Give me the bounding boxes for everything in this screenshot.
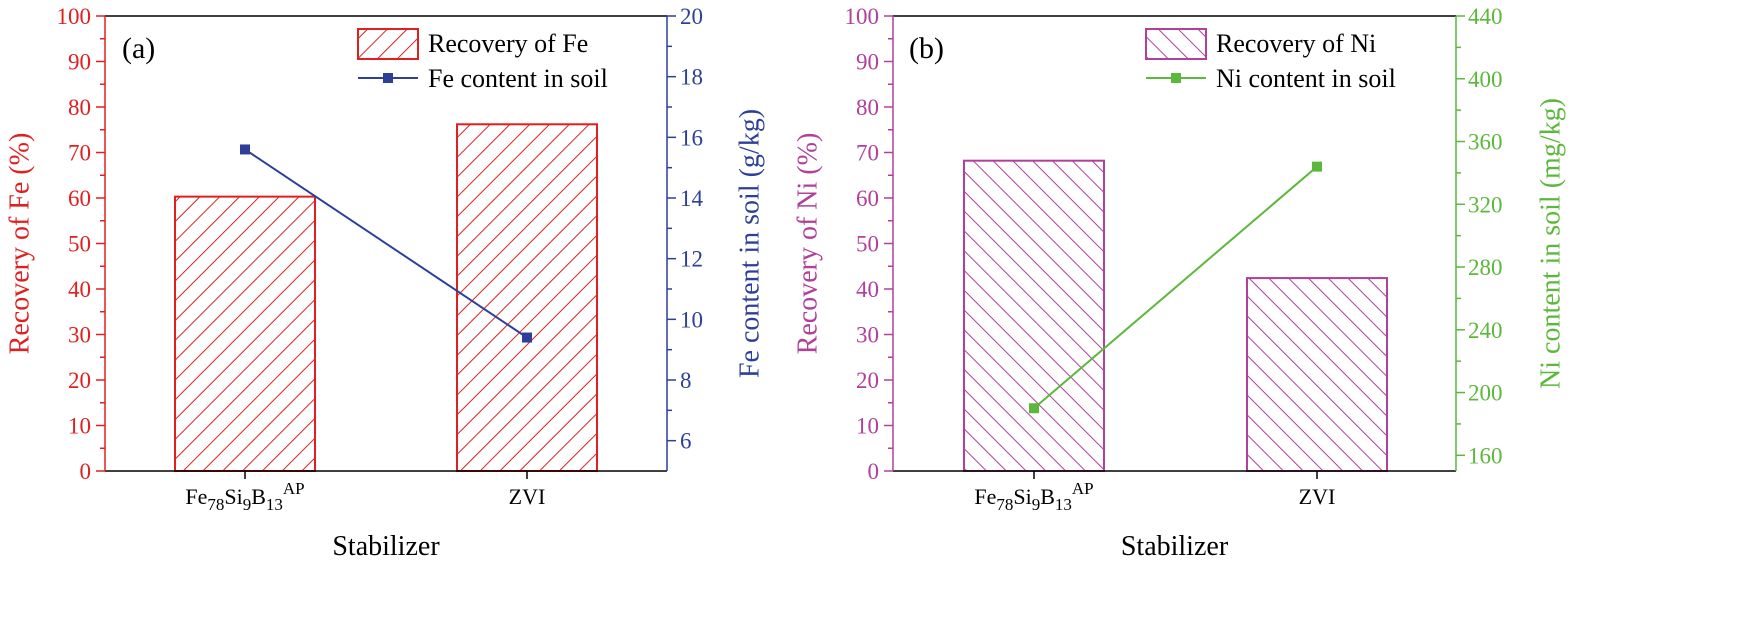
legend-line-label: Ni content in soil xyxy=(1216,64,1396,93)
x-tick-label-part: Si xyxy=(224,484,242,509)
panel-b-chart: 0 10 20 30 40 50 60 70 80 90 100 160 200 240 280 320 360… xyxy=(792,4,1566,562)
legend-bar-swatch xyxy=(357,28,419,60)
x-tick-label-part: Fe xyxy=(185,484,207,509)
right-tick-label: 18 xyxy=(680,65,703,90)
bar-1 xyxy=(174,195,316,472)
right-tick-label: 400 xyxy=(1468,67,1503,92)
left-tick-label: 50 xyxy=(68,232,91,257)
legend-bar-swatch xyxy=(1145,28,1207,60)
left-tick-label: 90 xyxy=(856,50,879,75)
left-tick-label: 100 xyxy=(57,4,92,29)
right-tick-label: 16 xyxy=(680,125,703,150)
x-tick-label-part: ZVI xyxy=(1299,484,1336,509)
legend-line-label: Fe content in soil xyxy=(428,64,608,93)
line-point-2 xyxy=(522,332,532,343)
x-axis-title: Stabilizer xyxy=(1121,531,1229,562)
panel-a-chart: 0 10 20 30 40 50 60 70 80 90 100 6 8 10 12 14 16 18 20 Fe78… xyxy=(4,4,765,562)
right-tick-label: 14 xyxy=(680,186,704,211)
legend-bar-label: Recovery of Ni xyxy=(1216,29,1376,58)
left-tick-label: 60 xyxy=(856,186,879,211)
left-tick-label: 10 xyxy=(856,414,879,439)
left-tick-label: 20 xyxy=(856,368,879,393)
line-point-1 xyxy=(1029,403,1039,414)
left-tick-label: 70 xyxy=(68,141,91,166)
left-tick-label: 80 xyxy=(68,95,91,120)
line-point-2 xyxy=(1312,161,1322,172)
left-tick-label: 30 xyxy=(68,323,91,348)
line-series xyxy=(1033,165,1318,410)
left-tick-label: 80 xyxy=(856,95,879,120)
right-tick-label: 12 xyxy=(680,247,703,272)
left-axis-title: Recovery of Ni (%) xyxy=(792,133,823,355)
right-tick-label: 160 xyxy=(1468,443,1503,468)
bar-2 xyxy=(1246,277,1388,472)
x-tick-label: ZVI xyxy=(509,484,546,509)
right-tick-label: 200 xyxy=(1468,381,1503,406)
right-tick-label: 280 xyxy=(1468,255,1503,280)
right-tick-label: 240 xyxy=(1468,318,1503,343)
x-tick-label-part: B xyxy=(1040,484,1055,509)
right-tick-label: 10 xyxy=(680,307,703,332)
x-tick-label-part: 9 xyxy=(1032,495,1041,514)
left-tick-label: 60 xyxy=(68,186,91,211)
legend-bar-label: Recovery of Fe xyxy=(428,29,588,58)
left-tick-label: 40 xyxy=(856,277,879,302)
legend-line-marker xyxy=(383,73,393,83)
x-tick-label: Fe78Si9B13AP xyxy=(974,479,1093,514)
x-tick-label-part: B xyxy=(251,484,266,509)
x-tick-label-part: 78 xyxy=(996,495,1013,514)
right-tick-label: 8 xyxy=(680,368,692,393)
right-axis-title: Ni content in soil (mg/kg) xyxy=(1535,98,1566,389)
right-tick-label: 360 xyxy=(1468,130,1503,155)
left-tick-label: 0 xyxy=(868,459,880,484)
x-tick-label: ZVI xyxy=(1299,484,1336,509)
x-tick-label-part: ZVI xyxy=(509,484,546,509)
left-tick-label: 90 xyxy=(68,50,91,75)
line-series xyxy=(244,148,528,339)
left-axis-title: Recovery of Fe (%) xyxy=(4,133,35,355)
legend-line-marker xyxy=(1171,73,1181,83)
left-tick-label: 40 xyxy=(68,277,91,302)
right-tick-label: 440 xyxy=(1468,4,1503,29)
right-tick-label: 320 xyxy=(1468,192,1503,217)
left-tick-label: 50 xyxy=(856,232,879,257)
left-tick-label: 10 xyxy=(68,414,91,439)
x-tick-label-part: 78 xyxy=(207,495,224,514)
x-tick-label: Fe78Si9B13AP xyxy=(185,479,304,514)
x-tick-label-part: AP xyxy=(1072,479,1094,498)
x-tick-label-part: Fe xyxy=(974,484,996,509)
x-axis-title: Stabilizer xyxy=(332,531,440,562)
bar-2 xyxy=(456,123,598,472)
panel-label: (a) xyxy=(122,32,155,65)
panel-label: (b) xyxy=(909,32,944,65)
right-tick-label: 20 xyxy=(680,4,703,29)
bar-1 xyxy=(963,159,1105,472)
right-axis-title: Fe content in soil (g/kg) xyxy=(734,109,765,378)
x-tick-label-part: 9 xyxy=(243,495,252,514)
x-tick-label-part: 13 xyxy=(1055,495,1072,514)
line-point-1 xyxy=(240,144,250,155)
left-tick-label: 20 xyxy=(68,368,91,393)
x-tick-label-part: Si xyxy=(1013,484,1031,509)
x-tick-label-part: AP xyxy=(283,479,305,498)
left-tick-label: 100 xyxy=(845,4,880,29)
x-tick-label-part: 13 xyxy=(266,495,283,514)
right-tick-label: 6 xyxy=(680,429,692,454)
left-tick-label: 70 xyxy=(856,141,879,166)
left-tick-label: 0 xyxy=(80,459,92,484)
left-tick-label: 30 xyxy=(856,323,879,348)
